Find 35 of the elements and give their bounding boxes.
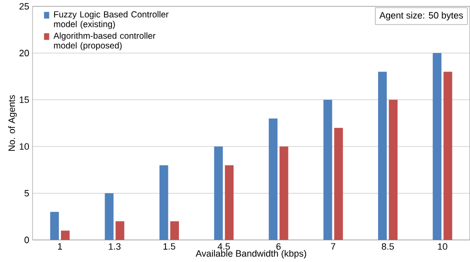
- bar: [116, 221, 124, 240]
- legend-label: Algorithm-based controller model (proposed): [53, 32, 156, 50]
- bar: [432, 53, 442, 240]
- bar: [388, 100, 398, 240]
- bar: [323, 100, 332, 240]
- bar: [378, 72, 387, 240]
- x-tick-label: 10: [438, 243, 448, 250]
- y-tick-label: 5: [24, 190, 29, 197]
- bar: [280, 146, 288, 240]
- legend-label: Fuzzy Logic Based Controller model (existing): [54, 11, 168, 30]
- x-tick-label: 7: [331, 243, 336, 250]
- bar: [170, 221, 179, 240]
- y-tick-label: 20: [20, 50, 29, 57]
- x-tick-label: 4.5: [218, 243, 230, 250]
- bar: [268, 118, 278, 240]
- x-axis-title: Available Bandwidth (kbps): [196, 250, 306, 259]
- bar: [224, 165, 234, 240]
- annotation: Agent size: 50 bytes: [379, 12, 463, 21]
- bar: [159, 165, 168, 240]
- bar: [60, 230, 70, 240]
- x-tick-label: 1.5: [164, 243, 176, 250]
- bar: [50, 212, 59, 240]
- x-tick-label: 6: [276, 243, 281, 250]
- bar: [334, 128, 343, 240]
- y-tick-label: 10: [20, 143, 29, 150]
- y-tick-label: 25: [20, 3, 29, 10]
- bar: [104, 193, 114, 240]
- y-axis-title: No. of Agents: [8, 95, 17, 151]
- x-tick-label: 1: [58, 243, 62, 250]
- y-tick-label: 0: [24, 236, 29, 244]
- bar: [214, 146, 223, 240]
- y-tick-label: 15: [20, 96, 29, 104]
- x-tick-label: 1.3: [108, 243, 121, 250]
- bar: [444, 72, 452, 240]
- x-tick-label: 8.5: [382, 243, 394, 250]
